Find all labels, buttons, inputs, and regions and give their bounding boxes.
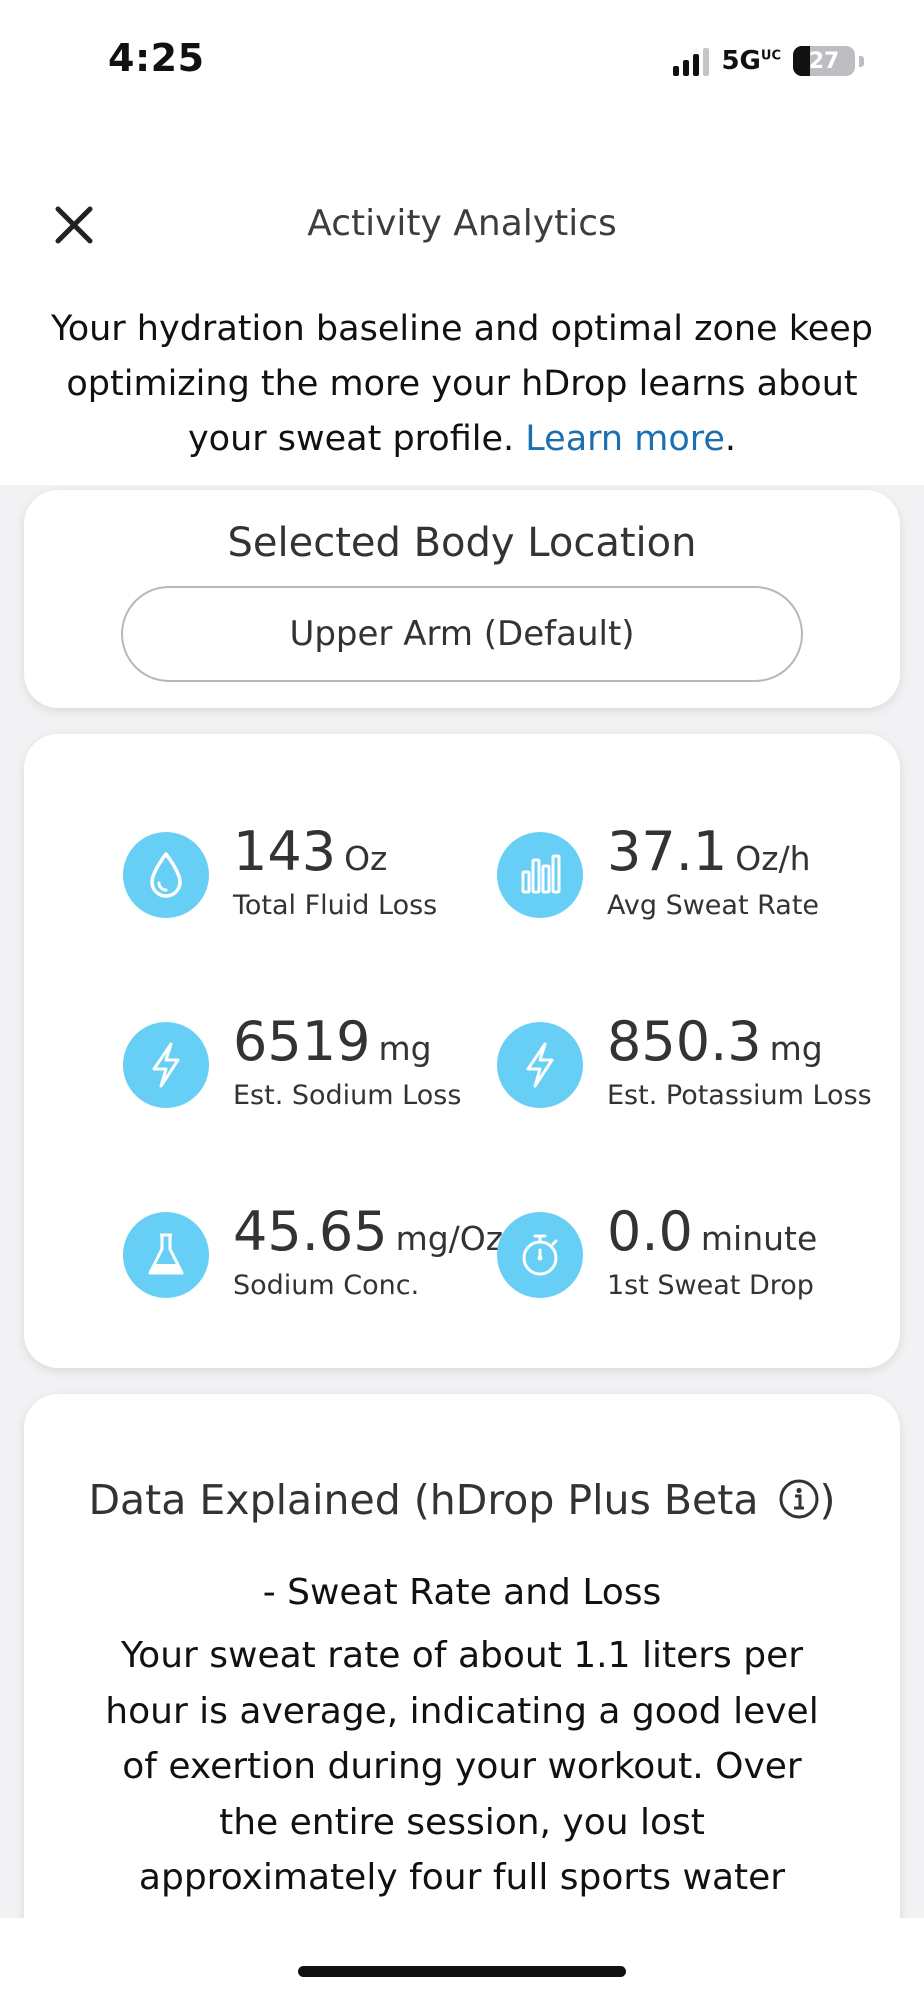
info-icon[interactable] bbox=[778, 1478, 820, 1520]
stat-value-group: 45.65 mg/Oz bbox=[233, 1200, 503, 1263]
stat-unit: minute bbox=[700, 1219, 818, 1258]
stat-label: Est. Sodium Loss bbox=[233, 1080, 462, 1111]
body-location-title: Selected Body Location bbox=[227, 520, 697, 566]
close-icon bbox=[55, 206, 93, 244]
body-location-card: Selected Body Location Upper Arm (Defaul… bbox=[24, 490, 900, 708]
stat-value: 45.65 bbox=[233, 1200, 388, 1263]
intro-body: Your hydration baseline and optimal zone… bbox=[50, 309, 874, 459]
close-button[interactable] bbox=[52, 203, 96, 247]
stat-unit: mg/Oz bbox=[395, 1219, 504, 1258]
status-indicators: 5GUC 27 bbox=[673, 44, 864, 78]
bottom-safe-area bbox=[0, 1918, 924, 2000]
data-explained-title-close: ) bbox=[819, 1476, 836, 1524]
page-title: Activity Analytics bbox=[307, 203, 617, 244]
flask-icon bbox=[123, 1212, 209, 1298]
stat-unit: Oz/h bbox=[735, 839, 811, 878]
top-area bbox=[0, 0, 924, 485]
stat-label: Total Fluid Loss bbox=[233, 890, 438, 921]
battery-fill bbox=[793, 46, 810, 76]
lightning-icon bbox=[497, 1022, 583, 1108]
stat-avg-sweat-rate: 37.1 Oz/h Avg Sweat Rate bbox=[497, 820, 877, 930]
cellular-signal-icon bbox=[673, 46, 710, 76]
stat-value: 850.3 bbox=[607, 1010, 762, 1073]
status-time: 4:25 bbox=[108, 36, 205, 80]
lightning-icon bbox=[123, 1022, 209, 1108]
stat-value: 37.1 bbox=[607, 820, 728, 883]
battery-tip bbox=[859, 55, 864, 67]
stat-sodium-loss: 6519 mg Est. Sodium Loss bbox=[123, 1010, 503, 1120]
sweat-rate-explanation: Your sweat rate of about 1.1 liters per … bbox=[105, 1635, 819, 1954]
data-explained-card: Data Explained (hDrop Plus Beta ) - Swea… bbox=[24, 1394, 900, 2000]
battery-level: 27 bbox=[808, 48, 840, 74]
intro-suffix: . bbox=[724, 419, 737, 459]
stat-label: 1st Sweat Drop bbox=[607, 1270, 814, 1301]
data-explained-title-text: Data Explained (hDrop Plus Beta bbox=[88, 1476, 759, 1524]
bar-chart-icon bbox=[497, 832, 583, 918]
stat-value-group: 0.0 minute bbox=[607, 1200, 817, 1263]
stat-label: Avg Sweat Rate bbox=[607, 890, 820, 921]
network-label: 5G bbox=[721, 46, 761, 76]
intro-text: Your hydration baseline and optimal zone… bbox=[40, 302, 884, 467]
stopwatch-icon bbox=[497, 1212, 583, 1298]
network-suffix: UC bbox=[760, 48, 781, 64]
stat-unit: mg bbox=[378, 1029, 432, 1068]
stat-value: 0.0 bbox=[607, 1200, 693, 1263]
body-location-selector[interactable]: Upper Arm (Default) bbox=[121, 586, 803, 682]
sweat-rate-heading: - Sweat Rate and Loss bbox=[262, 1572, 662, 1613]
battery-icon: 27 bbox=[793, 46, 855, 76]
stat-label: Sodium Conc. bbox=[233, 1270, 420, 1301]
data-explained-title: Data Explained (hDrop Plus Beta ) bbox=[24, 1476, 900, 1524]
stat-value-group: 143 Oz bbox=[233, 820, 387, 883]
network-type: 5GUC bbox=[721, 46, 781, 76]
stat-total-fluid-loss: 143 Oz Total Fluid Loss bbox=[123, 820, 503, 930]
stat-value: 6519 bbox=[233, 1010, 371, 1073]
home-indicator bbox=[298, 1966, 626, 1977]
stat-value-group: 37.1 Oz/h bbox=[607, 820, 811, 883]
stat-first-sweat-drop: 0.0 minute 1st Sweat Drop bbox=[497, 1200, 877, 1310]
learn-more-link[interactable]: Learn more bbox=[525, 419, 725, 459]
stats-card: 143 Oz Total Fluid Loss 37.1 Oz/h Avg Swea… bbox=[24, 734, 900, 1368]
stat-value-group: 6519 mg bbox=[233, 1010, 432, 1073]
water-drop-icon bbox=[123, 832, 209, 918]
stat-sodium-concentration: 45.65 mg/Oz Sodium Conc. bbox=[123, 1200, 503, 1310]
stat-unit: Oz bbox=[344, 839, 388, 878]
stat-unit: mg bbox=[769, 1029, 823, 1068]
stat-potassium-loss: 850.3 mg Est. Potassium Loss bbox=[497, 1010, 877, 1120]
stat-label: Est. Potassium Loss bbox=[607, 1080, 872, 1111]
stat-value-group: 850.3 mg bbox=[607, 1010, 823, 1073]
stat-value: 143 bbox=[233, 820, 337, 883]
